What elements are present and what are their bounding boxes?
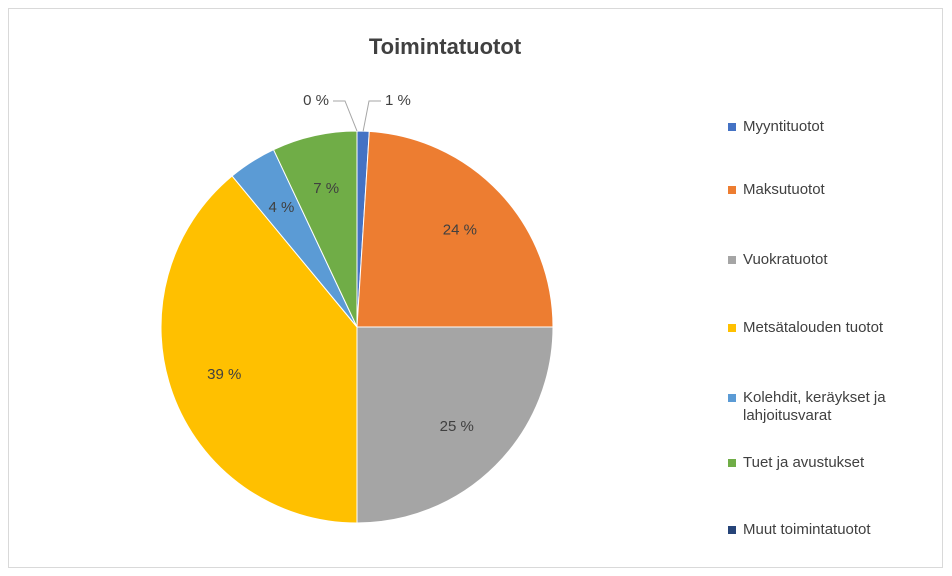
legend-item: Vuokratuotot [728, 251, 952, 269]
data-label: 0 % [303, 92, 329, 109]
legend-label: Tuet ja avustukset [743, 454, 865, 471]
legend-label: Muut toimintatuotot [743, 521, 871, 538]
legend-item: Muut toimintatuotot [728, 521, 952, 539]
legend-label: Kolehdit, keräykset ja lahjoitusvarat [743, 389, 886, 424]
legend-item: Myyntituotot [728, 118, 952, 136]
leader-line [333, 100, 358, 132]
legend-item: Maksutuotot [728, 181, 952, 199]
legend-label: Maksutuotot [743, 181, 825, 198]
legend-label: Vuokratuotot [743, 251, 828, 268]
legend-swatch [728, 256, 736, 264]
data-label: 24 % [443, 221, 477, 238]
leader-line [362, 100, 381, 132]
pie-slice [356, 326, 554, 524]
legend-swatch [728, 324, 736, 332]
data-label: 7 % [313, 180, 339, 197]
legend-swatch [728, 526, 736, 534]
pie-slice [356, 130, 554, 328]
legend-label: Myyntituotot [743, 118, 824, 135]
data-label: 4 % [268, 199, 294, 216]
legend-swatch [728, 459, 736, 467]
chart-frame [8, 8, 943, 568]
pie-slice [160, 175, 358, 524]
data-label: 25 % [440, 418, 474, 435]
legend-item: Tuet ja avustukset [728, 454, 952, 472]
legend-swatch [728, 123, 736, 131]
data-label: 39 % [207, 366, 241, 383]
legend-item: Metsätalouden tuotot [728, 319, 952, 337]
legend-label: Metsätalouden tuotot [743, 319, 884, 336]
legend-swatch [728, 186, 736, 194]
chart-title: Toimintatuotot [369, 34, 522, 59]
legend-swatch [728, 394, 736, 402]
data-label: 1 % [385, 92, 411, 109]
legend-item: Kolehdit, keräykset ja lahjoitusvarat [728, 389, 948, 425]
